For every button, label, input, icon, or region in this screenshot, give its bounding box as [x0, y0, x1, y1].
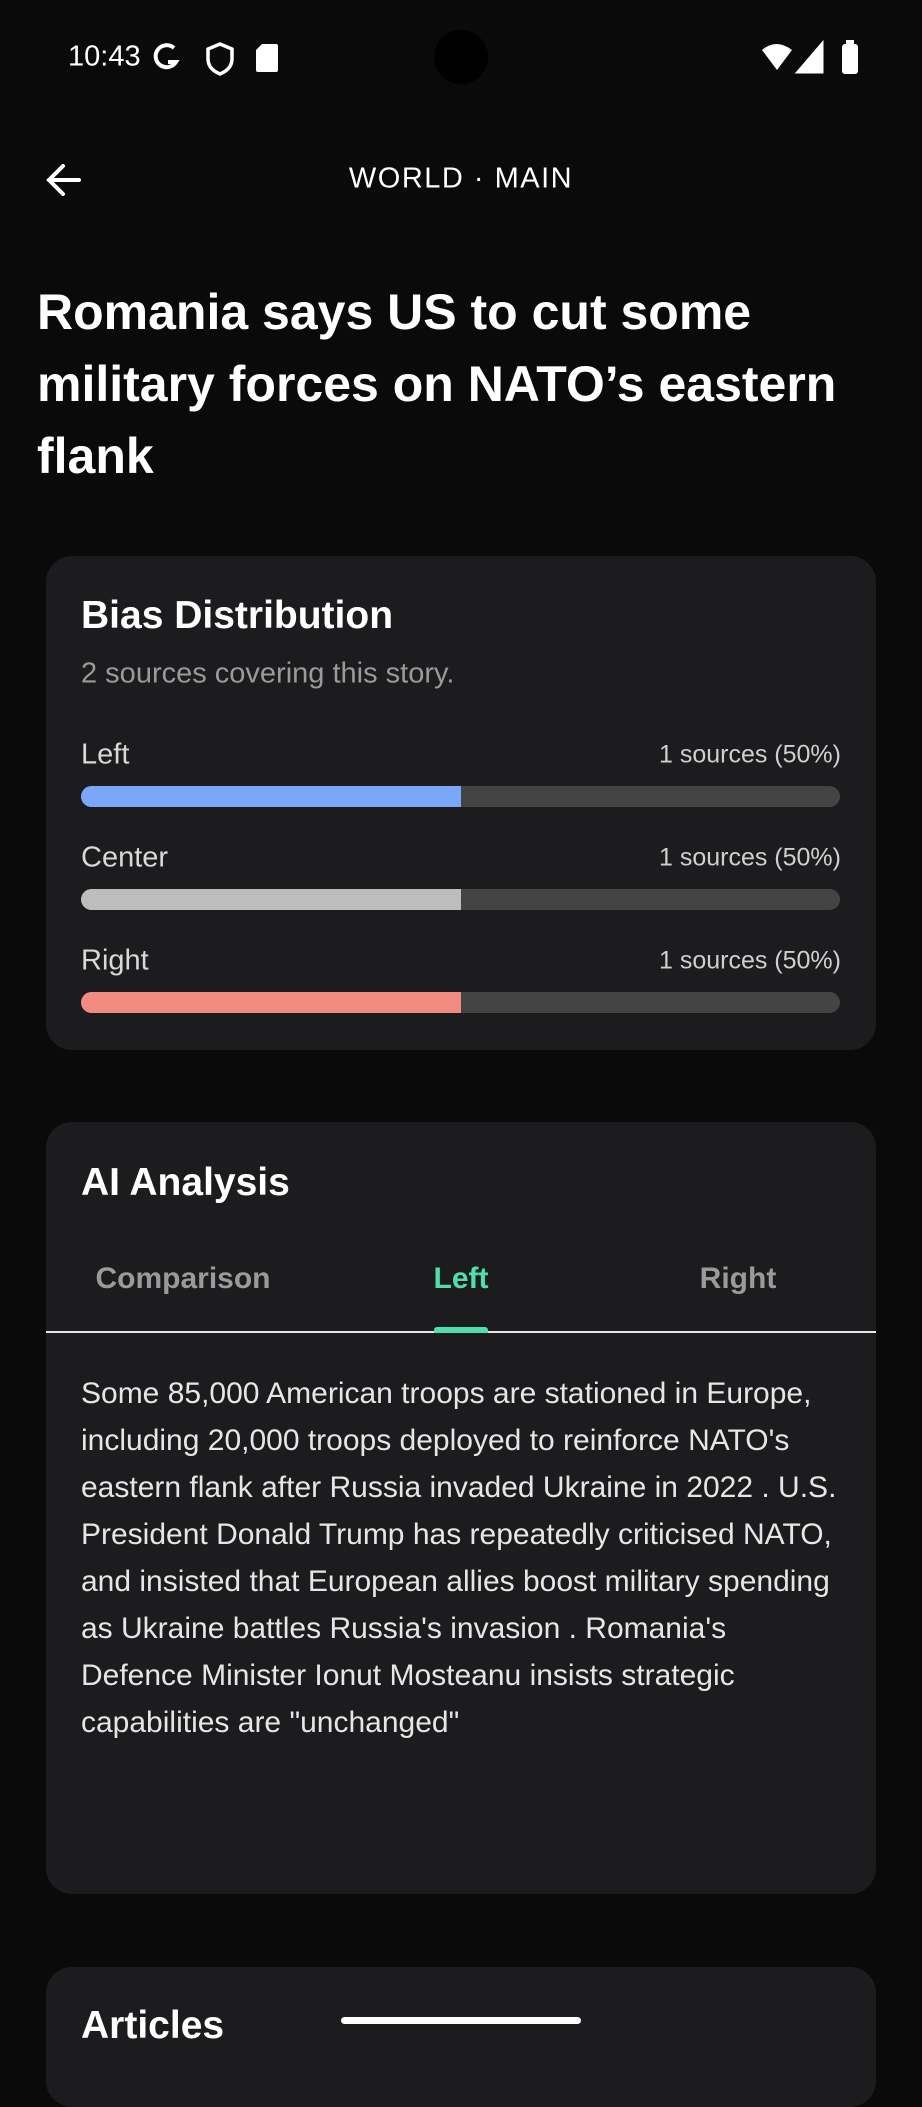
card-subtitle: 2 sources covering this story.: [81, 657, 455, 690]
status-icons-right: [762, 40, 858, 74]
status-icons-left: [153, 42, 278, 76]
bias-count: 1 sources (50%): [658, 946, 841, 975]
card-title: AI Analysis: [81, 1161, 290, 1204]
analysis-card: AI Analysis Some 85,000 American troops …: [46, 1122, 876, 1894]
tab[interactable]: Comparison: [95, 1262, 271, 1295]
card-title: Articles: [81, 2004, 225, 2047]
bias-track: [81, 786, 840, 807]
bias-bar: [81, 786, 461, 807]
home-indicator: [341, 2017, 581, 2024]
bias-label: Right: [81, 944, 149, 977]
bias-card: Bias Distribution 2 sources covering thi…: [46, 556, 876, 1050]
article-title: Romania says US to cut some military for…: [37, 284, 837, 484]
tab-indicator: [434, 1327, 488, 1333]
bias-label: Left: [81, 738, 130, 771]
articles-card: Articles: [46, 1967, 876, 2107]
back-button[interactable]: [43, 160, 83, 200]
bias-bar: [81, 992, 461, 1013]
bias-bar: [81, 889, 461, 910]
bias-track: [81, 992, 840, 1013]
analysis-text: Some 85,000 American troops are statione…: [81, 1377, 837, 1739]
bias-count: 1 sources (50%): [658, 843, 841, 872]
card-title: Bias Distribution: [81, 594, 394, 637]
bias-count: 1 sources (50%): [658, 740, 841, 769]
bias-label: Center: [81, 841, 169, 874]
page: Article {"status_bar": {"time": "10:43"}…: [37, 30, 876, 2107]
bias-track: [81, 889, 840, 910]
tab[interactable]: Right: [699, 1262, 777, 1295]
clock: 10:43: [68, 40, 141, 73]
section-label: WORLD · MAIN: [348, 162, 574, 195]
tab[interactable]: Left: [433, 1262, 489, 1295]
camera-cutout: [434, 30, 488, 84]
screen: 10:43 WORLD · MAIN Romania says US to cu…: [37, 30, 876, 2107]
